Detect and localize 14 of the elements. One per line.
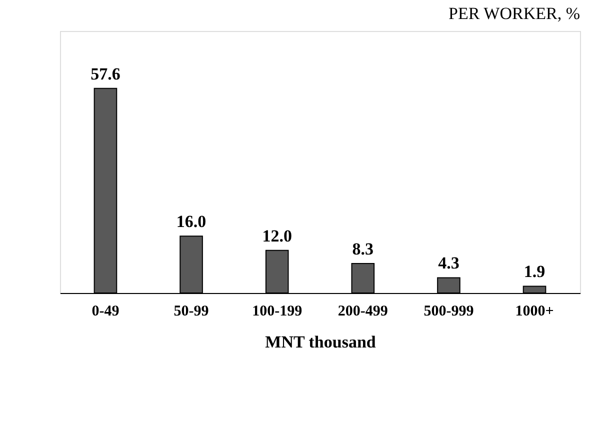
x-tick-label: 500-999 — [424, 304, 474, 320]
x-tick-label: 50-99 — [174, 304, 209, 320]
data-label: 8.3 — [352, 240, 374, 259]
data-label: 1.9 — [524, 262, 546, 282]
x-tick-label: 100-199 — [252, 304, 302, 320]
chart-title: PER WORKER, % — [448, 4, 580, 23]
x-tick-label: 200-499 — [338, 304, 388, 320]
data-label: 4.3 — [438, 254, 460, 273]
x-axis-title: MNT thousand — [265, 332, 376, 352]
data-label: 16.0 — [176, 212, 206, 232]
data-label: 12.0 — [262, 226, 292, 246]
data-label: 57.6 — [90, 64, 120, 84]
x-tick-label: 0-49 — [92, 304, 120, 320]
x-tick-label: 1000+ — [515, 304, 554, 320]
